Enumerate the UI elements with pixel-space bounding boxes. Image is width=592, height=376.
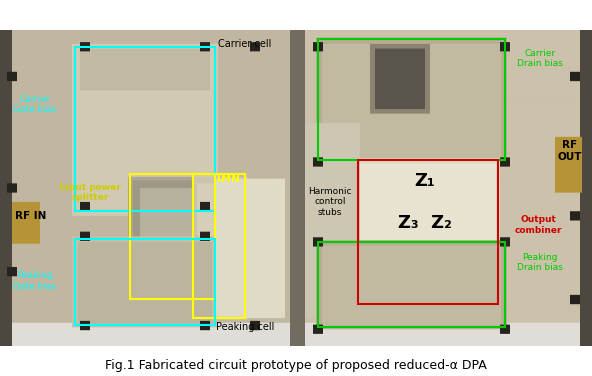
Text: Peaking
Gate bias: Peaking Gate bias <box>14 271 57 291</box>
Bar <box>318 242 505 327</box>
Text: Input power
splitter: Input power splitter <box>59 183 121 202</box>
Bar <box>75 47 215 211</box>
Bar <box>193 174 245 318</box>
Text: Fig.1 Fabricated circuit prototype of proposed reduced-α DPA: Fig.1 Fabricated circuit prototype of pr… <box>105 359 487 372</box>
Text: Z₁

Z₃  Z₂: Z₁ Z₃ Z₂ <box>398 172 452 232</box>
Text: Carrier cell: Carrier cell <box>218 39 272 49</box>
Text: Output
combiner: Output combiner <box>514 215 562 235</box>
Text: Peaking
Drain bias: Peaking Drain bias <box>517 253 563 273</box>
Text: Peaking cell: Peaking cell <box>216 322 274 332</box>
Bar <box>318 39 505 160</box>
Bar <box>130 174 215 299</box>
Text: RF IN: RF IN <box>15 211 46 221</box>
Bar <box>358 160 498 304</box>
Text: RF
OUT: RF OUT <box>558 140 583 162</box>
Text: Harmonic
control
stubs: Harmonic control stubs <box>308 187 352 217</box>
Bar <box>75 239 215 326</box>
Text: Carrier
Drain bias: Carrier Drain bias <box>517 49 563 68</box>
Text: IMN: IMN <box>217 174 240 184</box>
Text: Carrier
Gate bias: Carrier Gate bias <box>14 95 57 114</box>
